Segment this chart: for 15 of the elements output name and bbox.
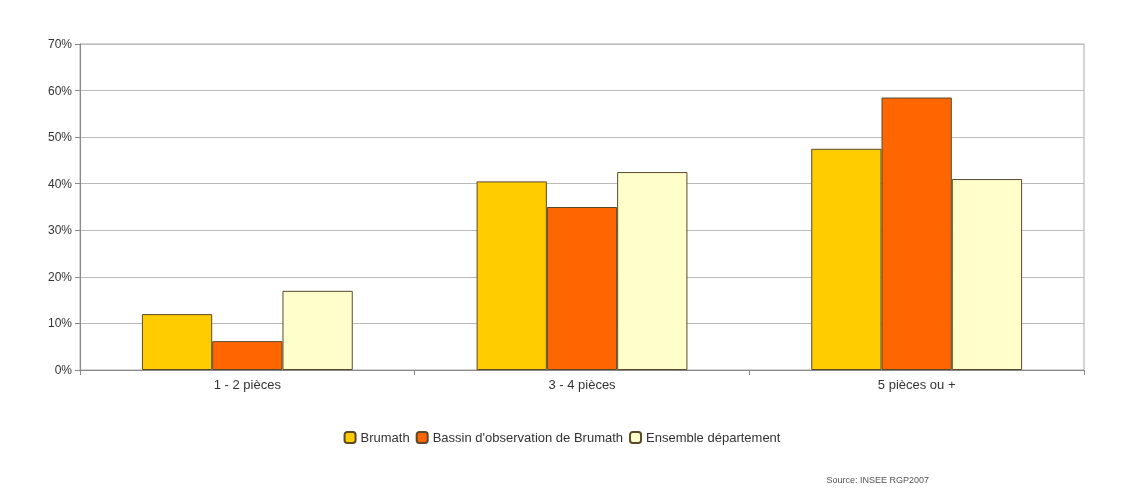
y-tick-label: 60% [47,83,73,98]
x-tick-label: 3 - 4 pièces [548,377,617,392]
legend-label: Brumath [360,430,410,445]
y-tick-label: 10% [47,316,73,331]
y-tick-label: 30% [47,223,73,238]
source-note: Source: INSEE RGP2007 [826,474,930,485]
y-tick-label: 40% [47,176,73,191]
y-tick-label: 0% [54,363,73,377]
legend-label: Ensemble département [646,430,781,445]
x-tick-label: 1 - 2 pièces [213,377,282,392]
x-tick-label: 5 pièces ou + [877,377,956,392]
y-tick-label: 50% [47,130,73,145]
legend-label: Bassin d'observation de Brumath [432,430,624,445]
y-tick-label: 20% [47,269,73,284]
y-tick-label: 70% [47,37,73,51]
